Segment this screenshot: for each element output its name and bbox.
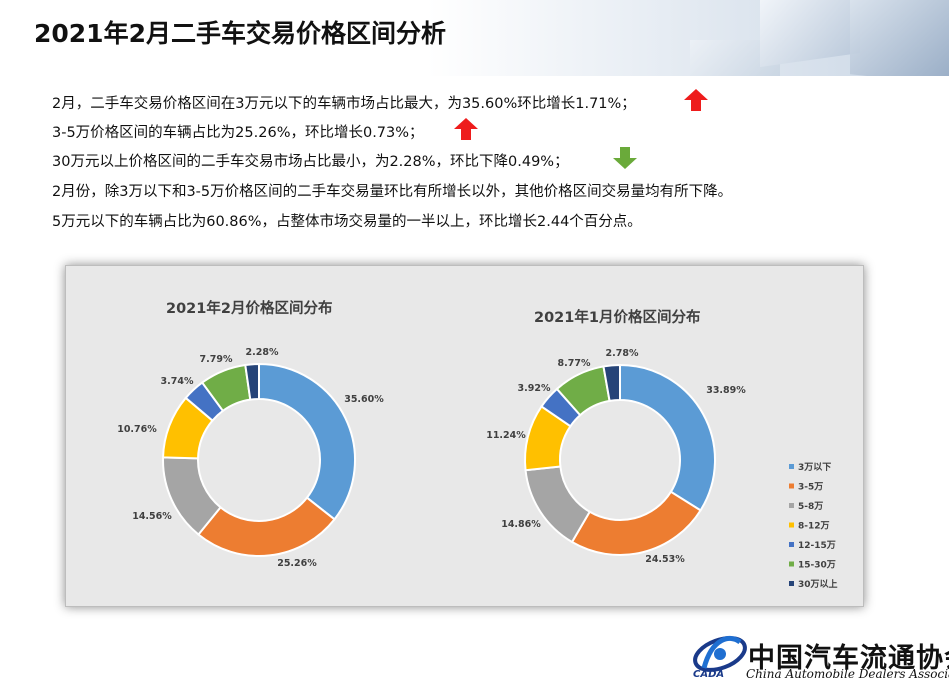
data-label-jan-2: 24.53% — [645, 554, 685, 565]
chart-title-feb: 2021年2月价格区间分布 — [166, 301, 333, 317]
legend-item: 15-30万 — [798, 560, 836, 571]
summary-line-5: 5万元以下的车辆占比为60.86%，占整体市场交易量的一半以上，环比增长2.44… — [52, 214, 642, 230]
legend-item: 3万以下 — [798, 462, 831, 473]
data-label-feb-3: 14.56% — [132, 511, 172, 522]
page-title: 2021年2月二手车交易价格区间分析 — [34, 19, 446, 48]
logo-abbr: CADA — [693, 669, 725, 680]
doughnut-slice-jan-2 — [570, 490, 702, 556]
legend-swatch — [789, 542, 794, 547]
down-arrow-icon — [613, 147, 637, 169]
legend-swatch — [789, 464, 794, 469]
header-banner — [0, 0, 949, 76]
data-label-jan-3: 14.86% — [501, 519, 541, 530]
summary-line-2: 3-5万价格区间的车辆占比为25.26%，环比增长0.73%； — [52, 125, 424, 141]
chart-title-jan: 2021年1月价格区间分布 — [534, 310, 701, 326]
legend-swatch — [789, 503, 794, 508]
data-label-feb-1: 35.60% — [344, 394, 384, 405]
legend-item: 30万以上 — [798, 578, 838, 590]
doughnut-slice-jan-7 — [602, 363, 621, 403]
summary-line-3: 30万元以上价格区间的二手车交易市场占比最小，为2.28%，环比下降0.49%； — [52, 154, 569, 170]
data-label-feb-4: 10.76% — [117, 424, 157, 435]
legend-item: 5-8万 — [798, 501, 823, 512]
logo-name-cn: 中国汽车流通协会 — [748, 643, 949, 674]
data-label-feb-7: 2.28% — [246, 347, 279, 358]
data-label-feb-5: 3.74% — [161, 376, 194, 387]
data-label-jan-6: 8.77% — [558, 358, 591, 369]
legend-swatch — [789, 581, 794, 586]
logo-name-en: China Automobile Dealers Association — [746, 667, 949, 681]
doughnut-slice-jan-1 — [619, 363, 716, 512]
legend-swatch — [789, 561, 794, 567]
data-label-feb-6: 7.79% — [200, 354, 233, 365]
data-label-jan-1: 33.89% — [706, 385, 746, 396]
summary-line-4: 2月份，除3万以下和3-5万价格区间的二手车交易量环比有所增长以外，其他价格区间… — [52, 184, 733, 200]
legend-swatch — [789, 522, 794, 528]
legend-item: 3-5万 — [798, 482, 823, 493]
data-label-jan-4: 11.24% — [486, 430, 526, 441]
data-label-jan-7: 2.78% — [606, 348, 639, 359]
data-label-jan-5: 3.92% — [518, 383, 551, 394]
doughnut-slice-feb-1 — [258, 362, 356, 521]
doughnut-slice-feb-7 — [244, 362, 260, 401]
up-arrow-icon — [454, 118, 478, 140]
cada-logo — [693, 635, 747, 672]
summary-line-1: 2月，二手车交易价格区间在3万元以下的车辆市场占比最大，为35.60%环比增长1… — [52, 96, 636, 112]
up-arrow-icon — [684, 89, 708, 111]
legend-item: 8-12万 — [798, 521, 830, 532]
legend-item: 12-15万 — [798, 540, 836, 551]
data-label-feb-2: 25.26% — [277, 558, 317, 569]
legend-swatch — [789, 483, 794, 489]
